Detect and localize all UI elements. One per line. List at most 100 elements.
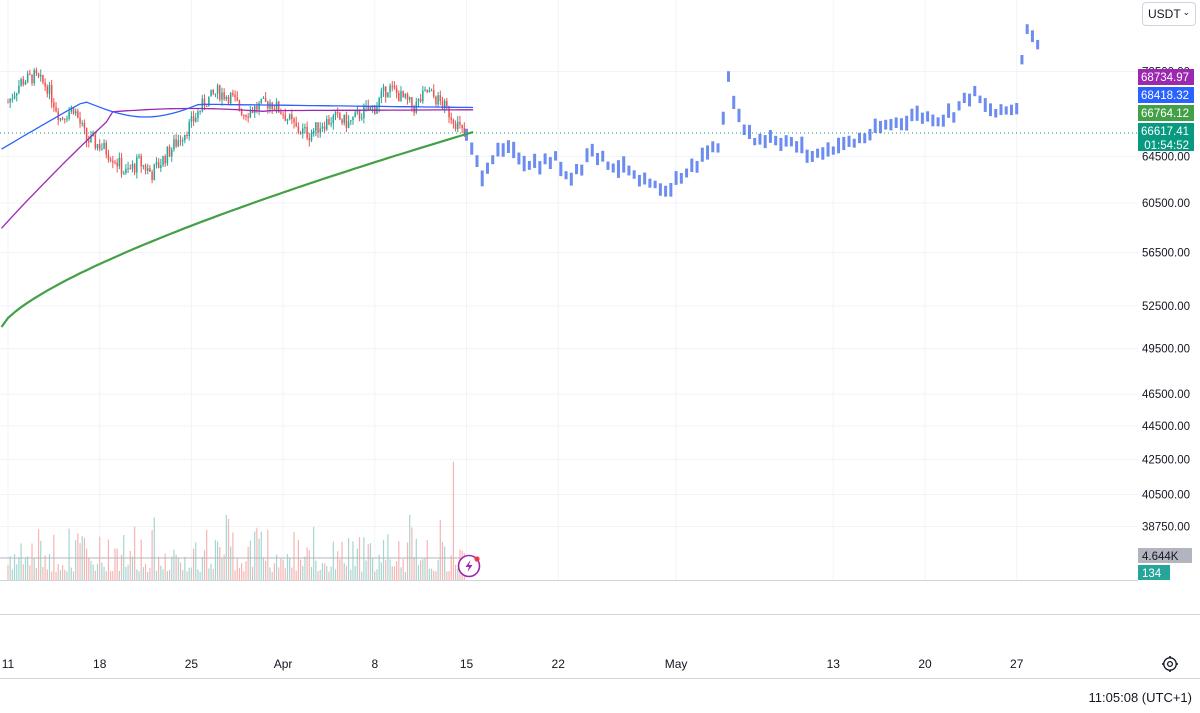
volume-bar (243, 571, 245, 580)
projection-bar (989, 103, 992, 117)
projection-bar (920, 112, 924, 124)
projection-bar (716, 143, 720, 153)
volume-bar (339, 559, 341, 580)
volume-bar (437, 559, 439, 580)
volume-bar (448, 571, 450, 580)
projection-bar (758, 133, 762, 145)
candle-body (454, 123, 457, 130)
price-tag (1138, 137, 1194, 151)
time-tick-label: 13 (827, 657, 841, 671)
projection-bar (538, 161, 542, 175)
projection-bar (763, 135, 767, 149)
volume-bar (396, 560, 398, 580)
volume-bar (402, 559, 404, 580)
projection-bar (784, 135, 788, 147)
volume-bar (120, 554, 123, 580)
candle-body (184, 134, 186, 141)
candle-body (240, 109, 243, 116)
volume-bar (219, 547, 221, 580)
projection-bar (952, 112, 956, 123)
volume-bar (356, 548, 358, 580)
time-axis[interactable]: 11 18 25 Apr 8 15 22 May 13 20 27 (2, 657, 1024, 671)
volume-bar (332, 541, 334, 580)
projection-bar (569, 172, 573, 186)
price-tag-label: 66617.41 (1141, 126, 1189, 138)
time-tick-label: 11 (2, 657, 15, 671)
candle-body (347, 121, 350, 128)
volume-bar (457, 568, 459, 580)
candle-body (262, 97, 265, 99)
candle-body (430, 90, 433, 92)
projection-bar (821, 147, 825, 160)
candle-body (253, 106, 256, 113)
candle-body (332, 115, 335, 124)
volume-bar (160, 565, 162, 580)
volume-bar (404, 571, 406, 580)
chevron-down-icon: ⌄ (1182, 7, 1190, 17)
candle-body (367, 105, 370, 110)
volume-bar (354, 565, 356, 580)
ma-green-line (0, 131, 474, 328)
projection-bar (643, 172, 647, 185)
candle-body (301, 128, 304, 134)
candle-body (179, 140, 182, 142)
volume-bar (86, 548, 88, 580)
candle-body (92, 134, 94, 136)
price-tick-label: 64500.00 (1142, 151, 1190, 163)
volume-bar (230, 546, 232, 580)
price-tag-label: 68418.32 (1141, 90, 1189, 102)
candle-body (391, 85, 394, 87)
candle-body (125, 168, 127, 174)
volume-bar (262, 557, 265, 580)
candle-body (304, 127, 306, 129)
volume-bar (94, 570, 96, 580)
candle-body (319, 128, 321, 133)
candle-body (120, 157, 123, 174)
volume-bar (275, 554, 278, 580)
volume-bar (184, 556, 186, 580)
projection-bar (611, 163, 615, 173)
candle-body (35, 70, 38, 74)
projection-bar (685, 168, 689, 178)
volume-bar (147, 571, 149, 580)
candle-body (162, 155, 164, 166)
volume-bar (234, 570, 236, 580)
candle-body (306, 127, 308, 139)
price-tick-label: 40500.00 (1142, 489, 1190, 501)
candle-body (151, 171, 153, 181)
lightning-icon[interactable] (457, 554, 481, 578)
volume-bar (254, 531, 256, 580)
projection-bar (695, 161, 699, 173)
candle-body (328, 118, 330, 125)
volume-bar (439, 519, 441, 580)
candle-body (308, 138, 311, 141)
volume-bar (195, 542, 197, 580)
candle-body (411, 97, 413, 107)
volume-bar (197, 569, 199, 580)
volume-bar (188, 567, 190, 580)
candle-body (11, 98, 14, 100)
volume-bar (363, 537, 365, 580)
candle-body (109, 159, 112, 161)
candle-body (195, 118, 197, 122)
volume-bar (308, 550, 310, 580)
volume-bar (391, 566, 393, 580)
currency-select[interactable]: USDT ⌄ (1142, 2, 1196, 26)
candle-body (81, 122, 83, 124)
volume-bar (29, 565, 31, 580)
price-labels: 68734.97 68418.32 66764.12 66617.41 01:54:52… (1138, 69, 1194, 580)
candle-body (64, 118, 66, 120)
candle-body (280, 112, 282, 115)
volume-bar (221, 558, 223, 580)
projection-bar (1009, 104, 1013, 116)
candle-body (310, 133, 313, 141)
moving-averages (0, 101, 1138, 559)
candle-body (72, 107, 75, 114)
time-tick-label: May (665, 657, 688, 671)
projection-bar (968, 93, 972, 107)
gear-icon[interactable] (1161, 655, 1179, 673)
projection-bar (679, 172, 683, 184)
volume-bar (116, 548, 118, 580)
candle-body (18, 85, 20, 94)
